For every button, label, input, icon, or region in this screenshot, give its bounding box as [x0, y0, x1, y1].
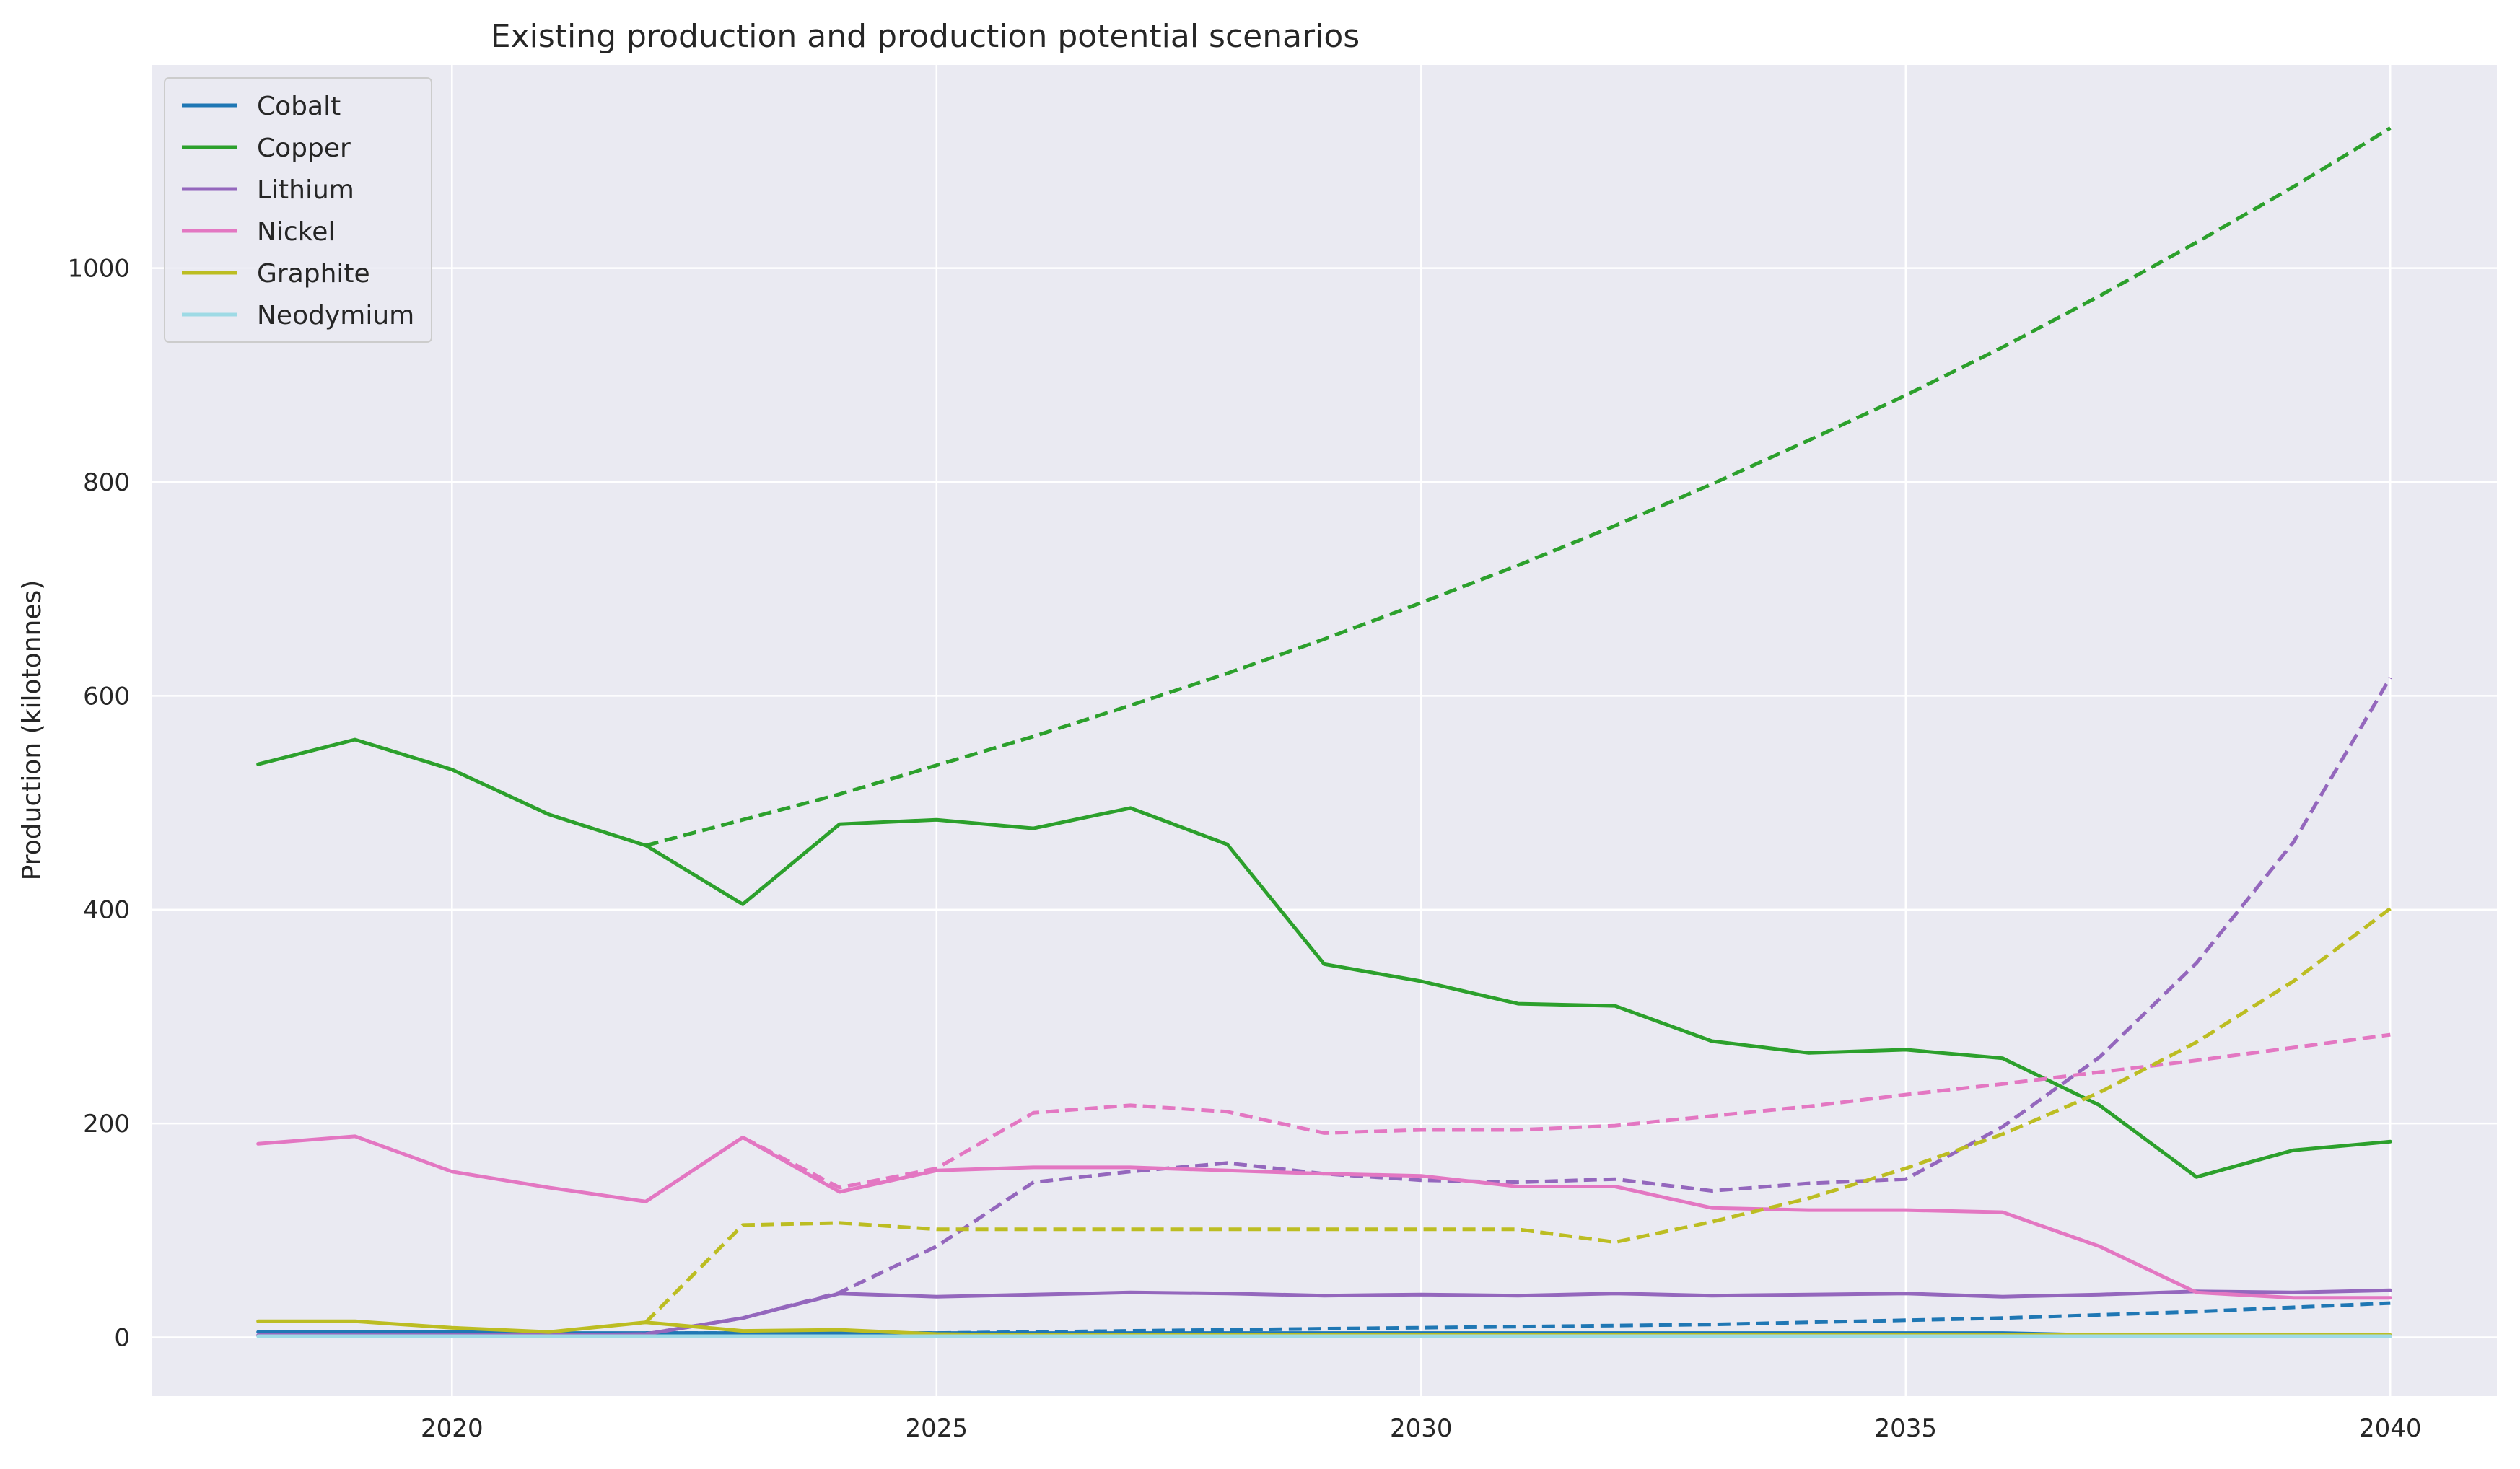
- x-tick-label: 2040: [2359, 1414, 2422, 1443]
- series-line-nickel-existing: [256, 1134, 2392, 1300]
- series-line-copper-existing: [256, 737, 2392, 1179]
- y-tick-label: 400: [83, 896, 130, 925]
- series-line-lithium-potential: [645, 676, 2392, 1336]
- legend-label-cobalt: Cobalt: [257, 92, 341, 121]
- x-tick-labels: 2020 2025 2030 2035 2040: [421, 1414, 2421, 1443]
- y-tick-label: 1000: [67, 255, 130, 284]
- x-tick-label: 2020: [421, 1414, 484, 1443]
- x-tick-label: 2030: [1390, 1414, 1453, 1443]
- legend-label-neodymium: Neodymium: [257, 301, 414, 330]
- legend-label-lithium: Lithium: [257, 175, 354, 205]
- legend-label-copper: Copper: [257, 133, 351, 163]
- plot-area: [152, 65, 2497, 1396]
- legend-label-graphite: Graphite: [257, 259, 370, 289]
- y-axis-label: Production (kilotonnes): [17, 580, 47, 881]
- legend-box: [164, 77, 432, 343]
- y-tick-label: 200: [83, 1110, 130, 1139]
- series-line-nickel-potential: [644, 1032, 2391, 1203]
- x-tick-label: 2025: [906, 1414, 968, 1443]
- series-lines: [256, 126, 2392, 1338]
- y-tick-label: 600: [83, 682, 130, 711]
- y-tick-label: 800: [83, 468, 130, 497]
- x-tick-label: 2035: [1875, 1414, 1938, 1443]
- y-tick-labels: 0 200 400 600 800 1000: [67, 255, 130, 1353]
- series-line-graphite-potential: [644, 907, 2392, 1324]
- y-tick-label: 0: [114, 1323, 130, 1352]
- legend-label-nickel: Nickel: [257, 217, 335, 247]
- series-line-cobalt-potential: [645, 1301, 2391, 1336]
- legend: Cobalt Copper Lithium Nickel Graphite Neodymi…: [164, 77, 432, 343]
- chart-title: Existing production and production poten…: [491, 18, 1360, 55]
- series-line-copper-potential: [645, 126, 2392, 848]
